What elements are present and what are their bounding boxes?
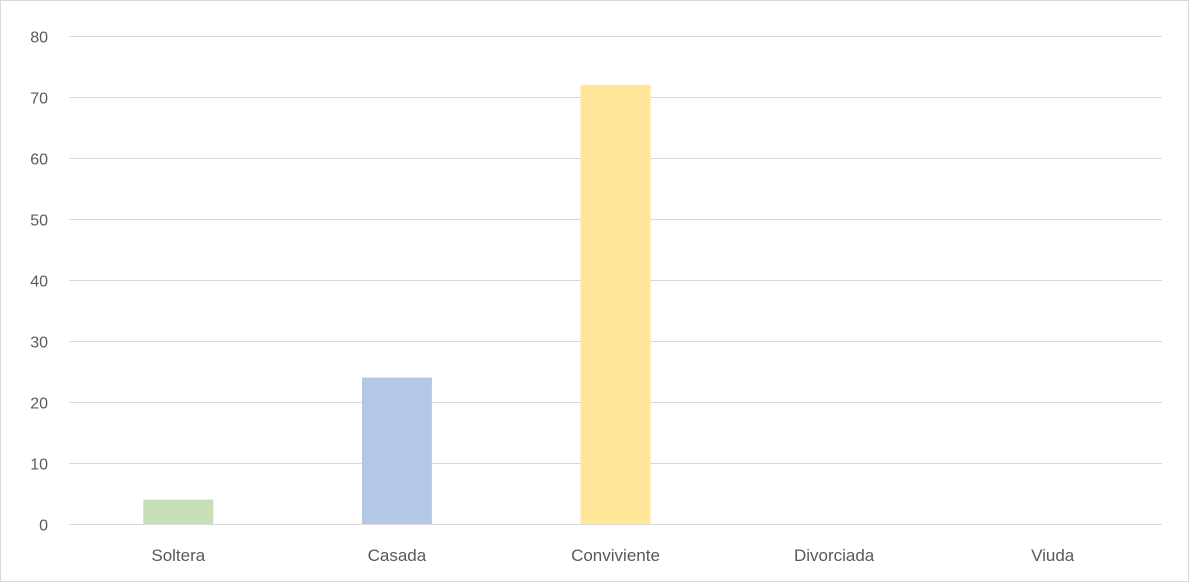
- bar-conviviente: [580, 84, 651, 525]
- y-tick-label-10: 10: [30, 457, 48, 474]
- y-tick-label-20: 20: [30, 396, 48, 413]
- x-tick-label-casada: Casada: [368, 546, 427, 565]
- y-tick-label-70: 70: [30, 91, 48, 108]
- y-tick-label-50: 50: [30, 213, 48, 230]
- bar-casada: [361, 377, 432, 524]
- y-tick-label-0: 0: [39, 518, 48, 535]
- bar-soltera: [143, 499, 214, 524]
- x-tick-label-divorciada: Divorciada: [794, 546, 875, 565]
- y-axis-tick-labels: 0 10 20 30 40 50 60 70 80: [30, 30, 48, 535]
- y-tick-label-40: 40: [30, 274, 48, 291]
- y-tick-label-80: 80: [30, 30, 48, 47]
- x-tick-label-conviviente: Conviviente: [571, 546, 660, 565]
- y-tick-label-60: 60: [30, 152, 48, 169]
- bars: [143, 84, 651, 525]
- x-tick-label-soltera: Soltera: [151, 546, 205, 565]
- y-tick-label-30: 30: [30, 335, 48, 352]
- x-tick-label-viuda: Viuda: [1031, 546, 1075, 565]
- x-axis-category-labels: Soltera Casada Conviviente Divorciada Viuda: [151, 546, 1074, 565]
